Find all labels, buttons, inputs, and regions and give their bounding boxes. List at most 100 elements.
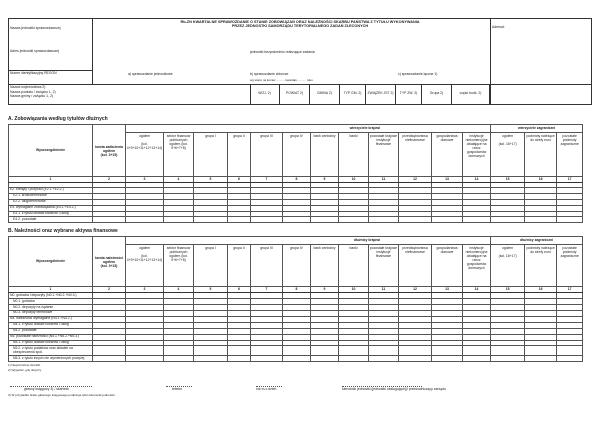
value-cell[interactable]: [92, 345, 126, 357]
column-header: bank centralny: [310, 132, 339, 177]
signature-date[interactable]: rok m-c dzień: [256, 387, 277, 392]
value-cell[interactable]: [556, 181, 584, 188]
value-cell[interactable]: [92, 355, 126, 363]
value-cell[interactable]: [556, 339, 584, 347]
code-field[interactable]: POWIAT 2): [280, 84, 310, 105]
value-cell[interactable]: [193, 216, 228, 224]
column-header: grupa II: [227, 244, 251, 288]
liabilities-table: Wyszczególnienie kwota zadłużenia ogółem(…: [8, 124, 584, 224]
column-header: sektor finansów publicznych ogółem (kol.…: [163, 132, 194, 177]
signature-footnote: 3) W przypadku braku głównego księgowego…: [8, 393, 116, 398]
value-cell[interactable]: [368, 216, 399, 224]
value-cell[interactable]: [461, 181, 492, 188]
report-type-c[interactable]: c) sprawozdanie łączne 1): [398, 72, 438, 76]
code-field[interactable]: ZWIĄZEK JST 2): [366, 84, 396, 105]
code-field[interactable]: część budż. 2): [452, 84, 490, 105]
value-cell[interactable]: [461, 339, 492, 347]
value-cell[interactable]: [338, 345, 369, 357]
value-cell[interactable]: [490, 216, 526, 224]
value-cell[interactable]: [163, 345, 194, 357]
code-field[interactable]: TYP ZW. 2): [396, 84, 422, 105]
signature-accountant[interactable]: główny księgowy 3) / skarbnik: [24, 387, 69, 392]
value-cell[interactable]: [92, 216, 126, 224]
as-of-date[interactable]: wg stanu na koniec .......... kwartału .…: [250, 78, 313, 82]
code-field[interactable]: Grupa 2): [422, 84, 452, 105]
signature-block: główny księgowy 3) / skarbnik telefon ro…: [8, 386, 592, 412]
table-row: N5.3. z tytułu innych nie wymienionych p…: [8, 355, 584, 363]
value-cell[interactable]: [524, 355, 558, 363]
value-cell[interactable]: [310, 355, 339, 363]
code-field[interactable]: WOJ. 2): [250, 84, 280, 105]
table-row: N5.1. z tytułu dostaw towarów i usług: [8, 339, 584, 347]
column-header: pozostałe podmioty zagraniczne: [556, 244, 584, 288]
group-foreign: wierzyciele zagraniczni: [490, 124, 584, 133]
report-type-b[interactable]: b) sprawozdanie zbiorcze: [250, 72, 289, 76]
column-header-row: ogółem (kol. 4+9+10+11+12+13+14) sektor fi…: [9, 132, 584, 177]
value-cell[interactable]: [556, 345, 584, 357]
value-cell[interactable]: [250, 355, 283, 363]
value-cell[interactable]: [227, 216, 251, 224]
column-numbers-row: 1 2 3 4 5 6 7 8 9 10 11 12 13 14 15 16 17: [8, 176, 584, 183]
value-cell[interactable]: [461, 345, 492, 357]
value-cell[interactable]: [398, 216, 432, 224]
column-header-total: kwota należności ogółem (kol. 3+15): [92, 236, 126, 288]
column-header: instytucje niekomercyjne działające na r…: [461, 132, 492, 177]
value-cell[interactable]: [310, 345, 339, 357]
report-type-a[interactable]: a) sprawozdanie jednostkowe: [128, 72, 173, 76]
value-cell[interactable]: [524, 345, 558, 357]
divider: [8, 84, 592, 85]
value-cell[interactable]: [556, 216, 584, 224]
value-cell[interactable]: [431, 345, 463, 357]
total-label: kwota zadłużenia ogółem: [95, 144, 123, 153]
signature-phone[interactable]: telefon: [172, 387, 183, 392]
value-cell[interactable]: [368, 355, 399, 363]
value-cell[interactable]: [431, 216, 463, 224]
value-cell[interactable]: [461, 216, 492, 224]
header-box: [8, 18, 592, 105]
table-row: N4. należności wymagalne (N4.1.+N4.2.): [8, 315, 584, 323]
title-line-2: PRZEZ JEDNOSTKI SAMORZĄDU TERYTORIALNEGO…: [231, 24, 369, 29]
value-cell[interactable]: [125, 355, 164, 363]
value-cell[interactable]: [490, 345, 526, 357]
value-cell[interactable]: [431, 355, 463, 363]
column-header: grupa III: [250, 244, 283, 288]
value-cell[interactable]: [250, 345, 283, 357]
table-row: E4.2. pozostałe: [8, 216, 584, 224]
column-header: grupa IV: [282, 132, 311, 177]
value-cell[interactable]: [250, 216, 283, 224]
column-header: grupa III: [250, 132, 283, 177]
value-cell[interactable]: [163, 355, 194, 363]
value-cell[interactable]: [282, 216, 311, 224]
value-cell[interactable]: [398, 345, 432, 357]
value-cell[interactable]: [125, 345, 164, 357]
form-title: Rb-ZN KWARTALNE SPRAWOZDANIE O STANIE ZO…: [110, 20, 490, 29]
signature-head[interactable]: kierownik jednostki (jednostki obsługują…: [342, 387, 446, 392]
value-cell[interactable]: [461, 355, 492, 363]
value-cell[interactable]: [282, 345, 311, 357]
value-cell[interactable]: [227, 355, 251, 363]
value-cell[interactable]: [282, 355, 311, 363]
value-cell[interactable]: [490, 355, 526, 363]
column-header: przedsiębiorstwa niefinansowe: [398, 244, 432, 288]
value-cell[interactable]: [193, 355, 228, 363]
code-field[interactable]: TYP GM. 2): [340, 84, 366, 105]
value-cell[interactable]: [338, 216, 369, 224]
unit-name-label: Nazwa jednostki sprawozdawczej: [10, 26, 61, 30]
value-cell[interactable]: [227, 345, 251, 357]
column-header: podmioty należące do strefy euro: [524, 132, 558, 177]
value-cell[interactable]: [338, 355, 369, 363]
value-cell[interactable]: [310, 216, 339, 224]
value-cell[interactable]: [163, 216, 194, 224]
section-b-title: B. Należności oraz wybrane aktywa finans…: [8, 228, 118, 235]
value-cell[interactable]: [193, 345, 228, 357]
footnotes: 1) Niepotrzebne skreślić. 2) Wypełnić, g…: [8, 363, 592, 372]
value-cell[interactable]: [524, 216, 558, 224]
code-field[interactable]: GMINA 2): [310, 84, 340, 105]
column-header: grupa I: [193, 132, 228, 177]
value-cell[interactable]: [556, 355, 584, 363]
value-cell[interactable]: [125, 216, 164, 224]
signature-line: [10, 386, 92, 388]
value-cell[interactable]: [368, 345, 399, 357]
divider: [92, 18, 93, 84]
value-cell[interactable]: [398, 355, 432, 363]
